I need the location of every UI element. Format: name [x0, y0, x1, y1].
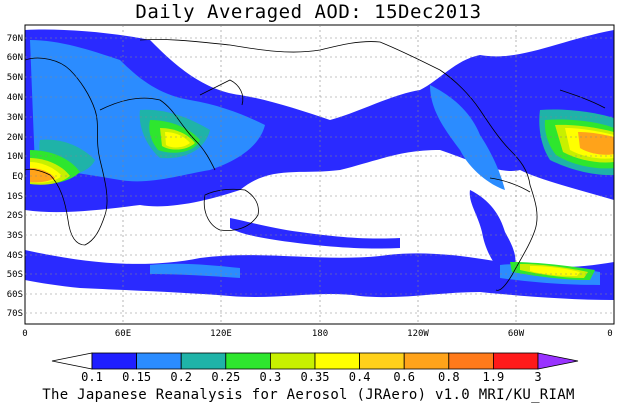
map-frame: [24, 24, 615, 325]
colorbar-swatch: [51, 352, 93, 370]
colorbar-tick-label: 3: [534, 370, 541, 384]
lat-label: 30S: [7, 231, 23, 241]
colorbar-swatch: [359, 352, 405, 370]
map-title: Daily Averaged AOD: 15Dec2013: [135, 1, 482, 23]
colorbar-swatch: [403, 352, 450, 370]
colorbar-swatch: [537, 352, 579, 370]
lon-label: 180: [312, 329, 328, 339]
colorbar: 0.1 0.15 0.2 0.25 0.3 0.35 0.4 0.6 0.8 1.9 3: [51, 352, 579, 384]
lat-label: EQ: [12, 172, 23, 182]
colorbar-tick-label: 0.1: [81, 370, 103, 384]
colorbar-tick-label: 0.8: [438, 370, 460, 384]
lon-label: 0: [607, 329, 612, 339]
lat-label: 10S: [7, 192, 23, 202]
lat-axis: 70N 60N 50N 40N 30N 20N 10N EQ 10S 20S 3…: [7, 34, 23, 319]
lat-label: 10N: [7, 152, 23, 162]
colorbar-swatch: [136, 352, 182, 370]
lon-axis: 0 60E 120E 180 120W 60W 0: [22, 329, 612, 339]
lat-label: 20S: [7, 211, 23, 221]
lat-label: 70N: [7, 34, 23, 44]
colorbar-tick-label: 0.35: [301, 370, 330, 384]
aod-field: [25, 25, 614, 324]
colorbar-swatch: [91, 352, 137, 370]
credit-line: The Japanese Reanalysis for Aerosol (JRA…: [42, 387, 575, 403]
lat-label: 40S: [7, 251, 23, 261]
lat-label: 60S: [7, 290, 23, 300]
lon-label: 120W: [407, 329, 429, 339]
colorbar-swatch: [492, 352, 539, 370]
gridlines: [25, 25, 614, 324]
colorbar-tick-label: 0.15: [122, 370, 151, 384]
lon-label: 0: [22, 329, 27, 339]
colorbar-tick-label: 0.2: [170, 370, 192, 384]
lat-label: 60N: [7, 53, 23, 63]
colorbar-tick-label: 1.9: [483, 370, 505, 384]
colorbar-swatch: [225, 352, 271, 370]
lon-label: 120E: [210, 329, 232, 339]
colorbar-swatch: [314, 352, 360, 370]
lat-label: 50N: [7, 73, 23, 83]
lat-label: 50S: [7, 270, 23, 280]
colorbar-swatch: [448, 352, 494, 370]
lon-label: 60W: [508, 329, 525, 339]
lat-label: 20N: [7, 133, 23, 143]
colorbar-tick-label: 0.3: [260, 370, 282, 384]
lat-label: 30N: [7, 113, 23, 123]
colorbar-swatch: [180, 352, 227, 370]
lat-label: 40N: [7, 93, 23, 103]
colorbar-tick-label: 0.6: [393, 370, 415, 384]
colorbar-tick-label: 0.25: [211, 370, 240, 384]
lon-label: 60E: [115, 329, 131, 339]
lat-label: 70S: [7, 309, 23, 319]
colorbar-swatch: [269, 352, 316, 370]
colorbar-tick-label: 0.4: [349, 370, 371, 384]
